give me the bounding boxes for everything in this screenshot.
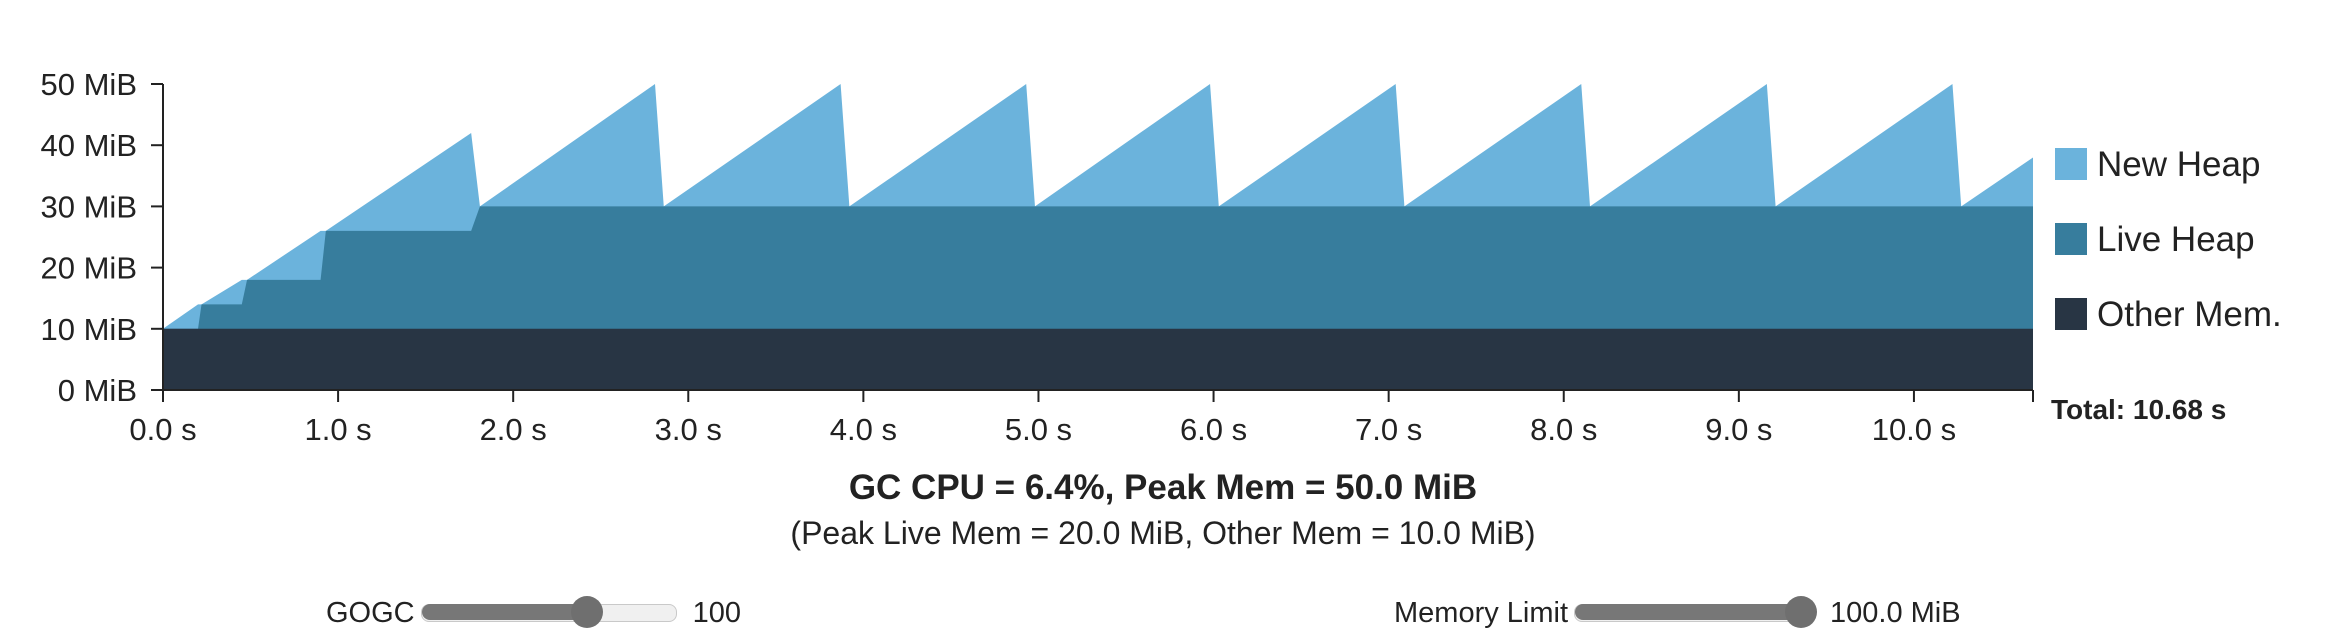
- legend-label: Other Mem.: [2097, 295, 2282, 334]
- summary-subtitle: (Peak Live Mem = 20.0 MiB, Other Mem = 1…: [790, 515, 1536, 551]
- x-tick-label: 9.0 s: [1705, 412, 1772, 447]
- x-tick-label: 7.0 s: [1355, 412, 1422, 447]
- x-tick-label: 5.0 s: [1005, 412, 1072, 447]
- memory-limit-slider-fill: [1575, 604, 1802, 620]
- memory-limit-value: 100.0 MiB: [1830, 596, 1961, 629]
- memory-limit-slider-thumb[interactable]: [1785, 596, 1818, 628]
- memory-limit-label: Memory Limit: [1394, 596, 1569, 629]
- x-tick-label: 10.0 s: [1872, 412, 1956, 447]
- memory-limit-slider[interactable]: [1574, 596, 1818, 628]
- total-time-label: Total: 10.68 s: [2051, 394, 2226, 425]
- y-tick-label: 20 MiB: [41, 251, 137, 286]
- gogc-value: 100: [692, 596, 742, 629]
- gogc-label: GOGC: [326, 596, 415, 629]
- y-tick-label: 10 MiB: [41, 312, 137, 347]
- x-tick-label: 0.0 s: [129, 412, 196, 447]
- legend-swatch: [2055, 148, 2087, 180]
- legend-label: Live Heap: [2097, 220, 2255, 259]
- memory-chart: 0 MiB 10 MiB 20 MiB 30 MiB 40 MiB 50 MiB 0.0 s…: [41, 67, 2282, 447]
- x-tick-label: 3.0 s: [655, 412, 722, 447]
- summary-title: GC CPU = 6.4%, Peak Mem = 50.0 MiB: [848, 468, 1478, 507]
- x-tick-label: 6.0 s: [1180, 412, 1247, 447]
- legend-swatch: [2055, 298, 2087, 330]
- gogc-slider-fill: [421, 604, 587, 620]
- x-tick-label: 1.0 s: [304, 412, 371, 447]
- y-tick-label: 40 MiB: [41, 128, 137, 163]
- legend-swatch: [2055, 223, 2087, 255]
- x-tick-label: 8.0 s: [1530, 412, 1597, 447]
- x-tick-label: 2.0 s: [480, 412, 547, 447]
- gogc-slider-thumb[interactable]: [570, 596, 603, 628]
- y-tick-label: 30 MiB: [41, 189, 137, 224]
- gogc-slider[interactable]: [420, 596, 677, 628]
- gogc-control: GOGC 100: [326, 593, 741, 633]
- y-tick-label: 50 MiB: [41, 67, 137, 102]
- x-tick-label: 4.0 s: [830, 412, 897, 447]
- series-area-other-mem: [163, 328, 2033, 390]
- memory-limit-control: Memory Limit 100.0 MiB: [1394, 593, 1961, 633]
- y-tick-label: 0 MiB: [58, 373, 137, 408]
- legend-label: New Heap: [2097, 145, 2260, 184]
